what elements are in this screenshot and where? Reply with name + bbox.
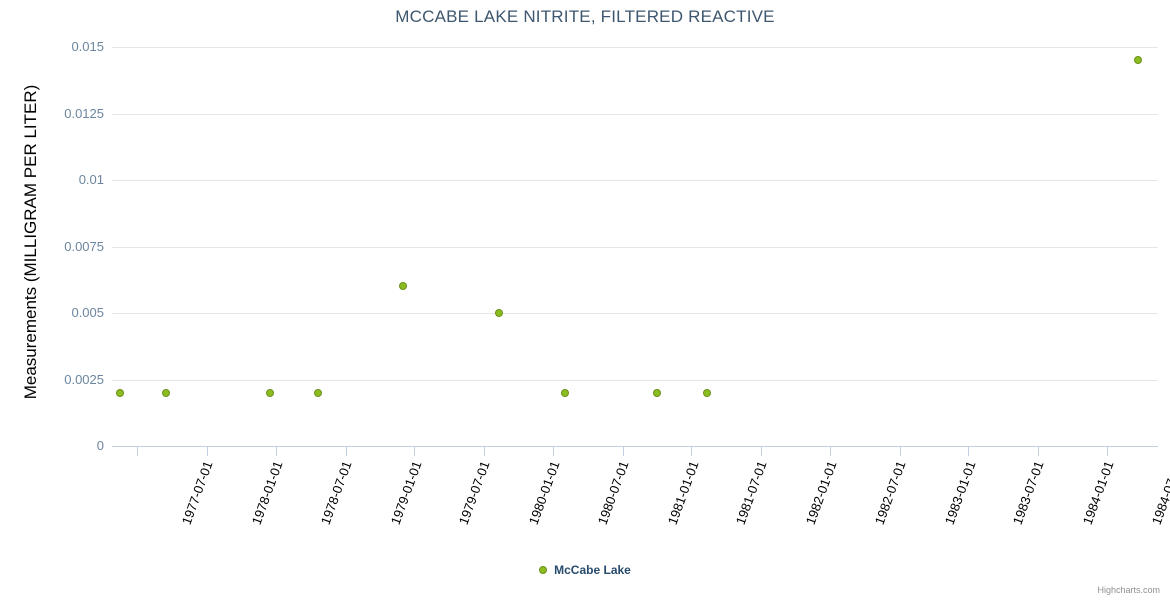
- x-axis-tick-label: 1983-01-01: [941, 459, 979, 527]
- x-axis-tick-mark: [414, 447, 416, 456]
- x-axis-tick-mark: [761, 447, 763, 456]
- data-point[interactable]: [560, 388, 569, 397]
- x-axis-tick-label: 1979-01-01: [387, 459, 425, 527]
- legend-item-mccabe-lake[interactable]: McCabe Lake: [539, 563, 631, 577]
- data-point[interactable]: [1133, 56, 1142, 65]
- x-axis-tick-mark: [691, 447, 693, 456]
- x-axis-tick-label: 1980-07-01: [594, 459, 632, 527]
- plot-area: [112, 47, 1158, 447]
- y-axis-tick-label: 0: [96, 438, 104, 453]
- x-axis-tick-label: 1982-07-01: [871, 459, 909, 527]
- data-point[interactable]: [652, 388, 661, 397]
- grid-line: [112, 246, 1158, 248]
- y-axis-tick-label: 0.015: [71, 39, 104, 54]
- y-axis-tick-label: 0.005: [71, 305, 104, 320]
- x-axis-tick-mark: [829, 447, 831, 456]
- x-axis-tick-label: 1981-07-01: [733, 459, 771, 527]
- grid-line: [112, 47, 1158, 48]
- x-axis-tick-mark: [622, 447, 624, 456]
- y-axis-tick-label: 0.0075: [64, 238, 104, 254]
- y-axis-tick-label: 0.01: [78, 172, 104, 187]
- y-axis-tick-labels: 0 0.0025 0.005 0.0075 0.01 0.0125 0.015: [0, 0, 104, 600]
- x-axis-tick-mark: [207, 447, 209, 456]
- x-axis-tick-label: 1981-01-01: [664, 459, 702, 527]
- grid-line: [112, 313, 1158, 314]
- x-axis-tick-label: 1979-07-01: [456, 459, 493, 527]
- x-axis-tick-mark: [899, 447, 901, 456]
- x-axis-tick-mark: [553, 447, 555, 456]
- x-axis-tick-mark: [275, 447, 277, 456]
- x-axis-tick-mark: [968, 447, 970, 456]
- data-point[interactable]: [702, 388, 711, 397]
- x-axis-tick-mark: [1038, 447, 1040, 456]
- x-axis-tick-label: 1984-07-01: [1148, 459, 1170, 527]
- x-axis-tick-label: 1983-07-01: [1010, 459, 1047, 527]
- y-axis-tick-label: 0.0025: [64, 371, 104, 387]
- y-axis-tick-label: 0.0125: [64, 105, 104, 121]
- x-axis-tick-mark: [484, 447, 486, 456]
- data-point[interactable]: [398, 282, 407, 291]
- chart-title: MCCABE LAKE NITRITE, FILTERED REACTIVE: [395, 7, 775, 26]
- legend: McCabe Lake: [0, 563, 1170, 577]
- data-point[interactable]: [313, 388, 322, 397]
- x-axis-line: [112, 446, 1158, 447]
- grid-line: [112, 379, 1158, 381]
- data-point[interactable]: [162, 388, 171, 397]
- x-axis-tick-label: 1984-01-01: [1079, 459, 1117, 527]
- x-axis-tick-label: 1978-01-01: [248, 459, 286, 527]
- highcharts-credits[interactable]: Highcharts.com: [1097, 585, 1160, 595]
- x-axis-tick-mark: [137, 447, 139, 456]
- x-axis-tick-label: 1978-07-01: [317, 459, 355, 527]
- grid-line: [112, 113, 1158, 115]
- grid-line: [112, 180, 1158, 181]
- data-point[interactable]: [265, 388, 274, 397]
- legend-marker-icon: [539, 566, 548, 574]
- x-axis-tick-mark: [345, 447, 347, 456]
- data-point[interactable]: [495, 309, 504, 317]
- legend-item-label: McCabe Lake: [554, 563, 631, 577]
- x-axis-tick-label: 1977-07-01: [179, 459, 217, 527]
- x-axis-tick-label: 1980-01-01: [525, 459, 563, 527]
- x-axis-tick-label: 1982-01-01: [802, 459, 840, 527]
- data-point[interactable]: [115, 388, 124, 397]
- x-axis-tick-mark: [1107, 447, 1109, 456]
